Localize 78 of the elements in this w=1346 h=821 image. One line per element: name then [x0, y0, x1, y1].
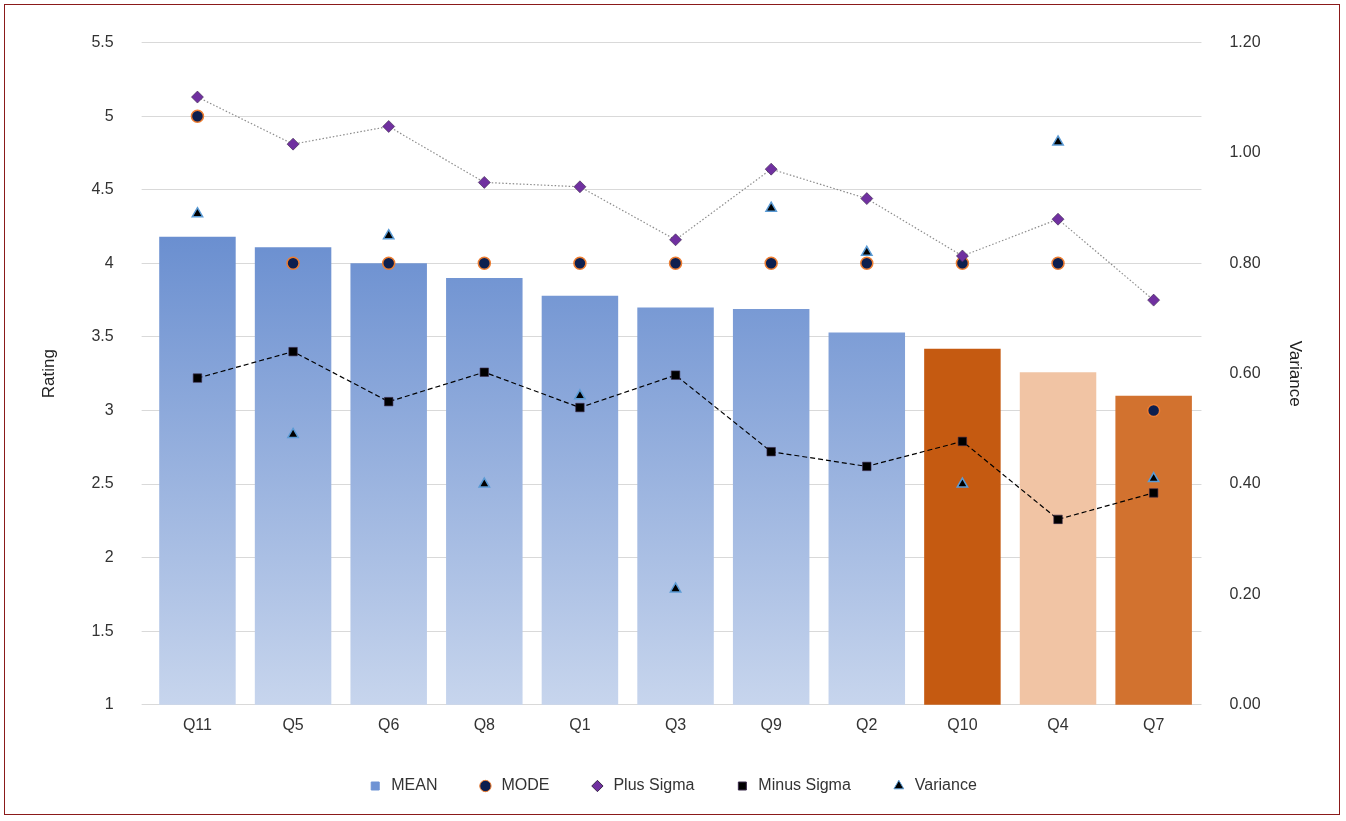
y-tick-label: 5.5 — [91, 33, 114, 51]
point — [860, 245, 873, 257]
y-tick-label: 5 — [104, 106, 114, 124]
y-axis-title: Rating — [38, 349, 58, 399]
point — [765, 201, 778, 212]
point — [573, 389, 586, 400]
y-tick-label: 3 — [104, 400, 114, 418]
y2-tick-label: 0.00 — [1229, 695, 1261, 713]
y2-tick-label: 0.60 — [1229, 364, 1261, 382]
point — [1053, 514, 1063, 524]
legend-label: Variance — [914, 776, 977, 794]
x-tick-label: Q5 — [282, 715, 304, 733]
legend-label: Plus Sigma — [613, 776, 695, 794]
y-tick-label: 3.5 — [91, 327, 114, 345]
point — [860, 192, 874, 205]
x-tick-label: Q1 — [569, 715, 591, 733]
point — [382, 120, 395, 133]
point — [288, 347, 298, 357]
point — [862, 461, 872, 471]
y2-tick-label: 0.80 — [1229, 253, 1261, 271]
point — [287, 427, 300, 439]
point — [190, 109, 205, 123]
y2-axis-title: Variance — [1286, 340, 1306, 407]
point — [1147, 293, 1160, 307]
point — [1051, 212, 1065, 226]
y-tick-label: 4.5 — [91, 180, 114, 198]
y2-tick-label: 1.20 — [1229, 33, 1261, 51]
legend-label: MODE — [501, 776, 550, 794]
point — [1146, 403, 1161, 418]
point — [477, 256, 492, 271]
point — [575, 403, 585, 413]
x-tick-label: Q11 — [182, 715, 213, 733]
point — [478, 176, 491, 189]
point — [478, 477, 491, 488]
legend-label: MEAN — [391, 776, 438, 794]
point — [764, 162, 778, 176]
point — [957, 436, 967, 446]
point — [286, 137, 300, 151]
x-tick-label: Q4 — [1047, 715, 1069, 733]
point — [479, 367, 489, 377]
point — [671, 370, 681, 380]
point — [384, 397, 394, 407]
x-tick-label: Q9 — [760, 715, 782, 733]
point — [1052, 135, 1064, 146]
x-tick-label: Q8 — [473, 715, 496, 733]
point — [191, 206, 204, 218]
point — [191, 90, 204, 104]
point — [764, 256, 778, 271]
y2-tick-label: 0.40 — [1229, 474, 1261, 492]
y-tick-label: 1.5 — [91, 621, 114, 639]
legend-label: Minus Sigma — [758, 776, 851, 794]
point — [956, 249, 969, 263]
point — [860, 256, 874, 271]
point — [668, 256, 683, 271]
x-tick-label: Q6 — [378, 715, 400, 733]
y2-tick-label: 1.00 — [1229, 143, 1261, 161]
point — [573, 180, 587, 194]
point — [1149, 488, 1159, 498]
x-tick-label: Q10 — [947, 715, 978, 733]
y2-tick-label: 0.20 — [1229, 584, 1261, 602]
y-tick-label: 2 — [104, 548, 114, 566]
point — [192, 373, 202, 383]
x-tick-label: Q2 — [856, 715, 878, 733]
y-tick-label: 4 — [104, 253, 114, 271]
point — [669, 582, 682, 593]
point — [1147, 471, 1160, 483]
y-tick-label: 1 — [104, 695, 114, 713]
point — [286, 256, 300, 271]
point — [766, 447, 776, 457]
point — [381, 256, 396, 271]
point — [1051, 256, 1065, 271]
point — [382, 228, 395, 240]
x-tick-label: Q7 — [1142, 715, 1165, 733]
point — [956, 477, 969, 488]
y-tick-label: 2.5 — [91, 474, 114, 492]
x-tick-label: Q3 — [664, 715, 687, 733]
point — [573, 256, 587, 271]
point — [669, 233, 682, 247]
